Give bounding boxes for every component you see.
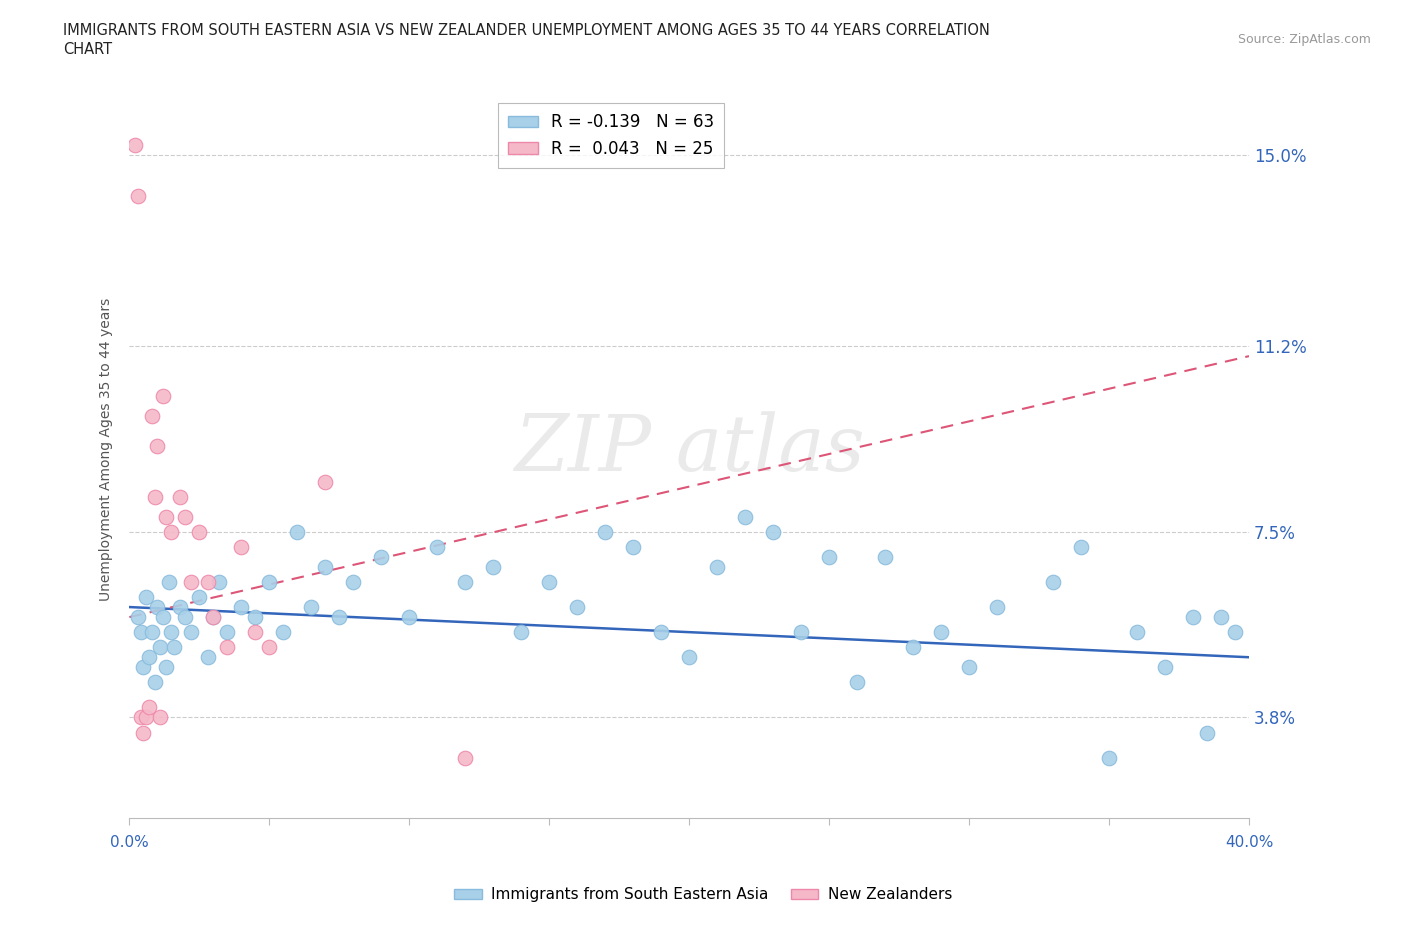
Legend: Immigrants from South Eastern Asia, New Zealanders: Immigrants from South Eastern Asia, New …	[449, 882, 957, 909]
Point	[146, 439, 169, 454]
Point	[146, 600, 169, 615]
Point	[160, 525, 183, 539]
Y-axis label: Unemployment Among Ages 35 to 44 years: Unemployment Among Ages 35 to 44 years	[100, 298, 114, 601]
Point	[1195, 725, 1218, 740]
Point	[986, 600, 1008, 615]
Point	[149, 710, 172, 724]
Point	[180, 625, 202, 640]
Point	[141, 625, 163, 640]
Point	[149, 640, 172, 655]
Point	[1209, 610, 1232, 625]
Point	[314, 560, 336, 575]
Point	[174, 610, 197, 625]
Point	[202, 610, 225, 625]
Legend: R = -0.139   N = 63, R =  0.043   N = 25: R = -0.139 N = 63, R = 0.043 N = 25	[498, 103, 724, 167]
Point	[875, 550, 897, 565]
Point	[155, 660, 177, 675]
Point	[271, 625, 294, 640]
Point	[957, 660, 980, 675]
Point	[208, 575, 231, 590]
Point	[124, 138, 146, 153]
Point	[328, 610, 350, 625]
Point	[846, 675, 869, 690]
Point	[155, 510, 177, 525]
Text: IMMIGRANTS FROM SOUTH EASTERN ASIA VS NEW ZEALANDER UNEMPLOYMENT AMONG AGES 35 T: IMMIGRANTS FROM SOUTH EASTERN ASIA VS NE…	[63, 23, 990, 38]
Text: 40.0%: 40.0%	[1225, 835, 1274, 850]
Text: CHART: CHART	[63, 42, 112, 57]
Point	[342, 575, 364, 590]
Point	[141, 409, 163, 424]
Point	[901, 640, 924, 655]
Point	[197, 575, 219, 590]
Point	[143, 675, 166, 690]
Point	[650, 625, 672, 640]
Point	[790, 625, 813, 640]
Point	[169, 600, 191, 615]
Point	[370, 550, 392, 565]
Point	[231, 600, 253, 615]
Point	[174, 510, 197, 525]
Point	[138, 650, 160, 665]
Point	[1182, 610, 1205, 625]
Point	[197, 650, 219, 665]
Point	[1126, 625, 1149, 640]
Point	[132, 725, 155, 740]
Point	[1154, 660, 1177, 675]
Point	[818, 550, 841, 565]
Point	[1042, 575, 1064, 590]
Point	[734, 510, 756, 525]
Point	[593, 525, 616, 539]
Text: Source: ZipAtlas.com: Source: ZipAtlas.com	[1237, 33, 1371, 46]
Point	[135, 710, 157, 724]
Point	[482, 560, 505, 575]
Point	[160, 625, 183, 640]
Point	[135, 590, 157, 604]
Point	[299, 600, 322, 615]
Point	[314, 474, 336, 489]
Point	[1070, 539, 1092, 554]
Point	[762, 525, 785, 539]
Point	[129, 625, 152, 640]
Point	[259, 575, 281, 590]
Point	[1098, 751, 1121, 765]
Text: ZIP atlas: ZIP atlas	[513, 411, 865, 487]
Point	[217, 640, 239, 655]
Point	[567, 600, 589, 615]
Point	[398, 610, 420, 625]
Point	[202, 610, 225, 625]
Point	[426, 539, 449, 554]
Point	[152, 389, 174, 404]
Text: 0.0%: 0.0%	[110, 835, 149, 850]
Point	[188, 525, 211, 539]
Point	[231, 539, 253, 554]
Point	[188, 590, 211, 604]
Point	[621, 539, 644, 554]
Point	[129, 710, 152, 724]
Point	[929, 625, 952, 640]
Point	[510, 625, 533, 640]
Point	[706, 560, 728, 575]
Point	[454, 751, 477, 765]
Point	[127, 610, 149, 625]
Point	[285, 525, 308, 539]
Point	[245, 625, 267, 640]
Point	[138, 700, 160, 715]
Point	[152, 610, 174, 625]
Point	[538, 575, 561, 590]
Point	[157, 575, 180, 590]
Point	[132, 660, 155, 675]
Point	[454, 575, 477, 590]
Point	[143, 489, 166, 504]
Point	[245, 610, 267, 625]
Point	[169, 489, 191, 504]
Point	[127, 188, 149, 203]
Point	[163, 640, 186, 655]
Point	[217, 625, 239, 640]
Point	[180, 575, 202, 590]
Point	[259, 640, 281, 655]
Point	[678, 650, 700, 665]
Point	[1223, 625, 1246, 640]
